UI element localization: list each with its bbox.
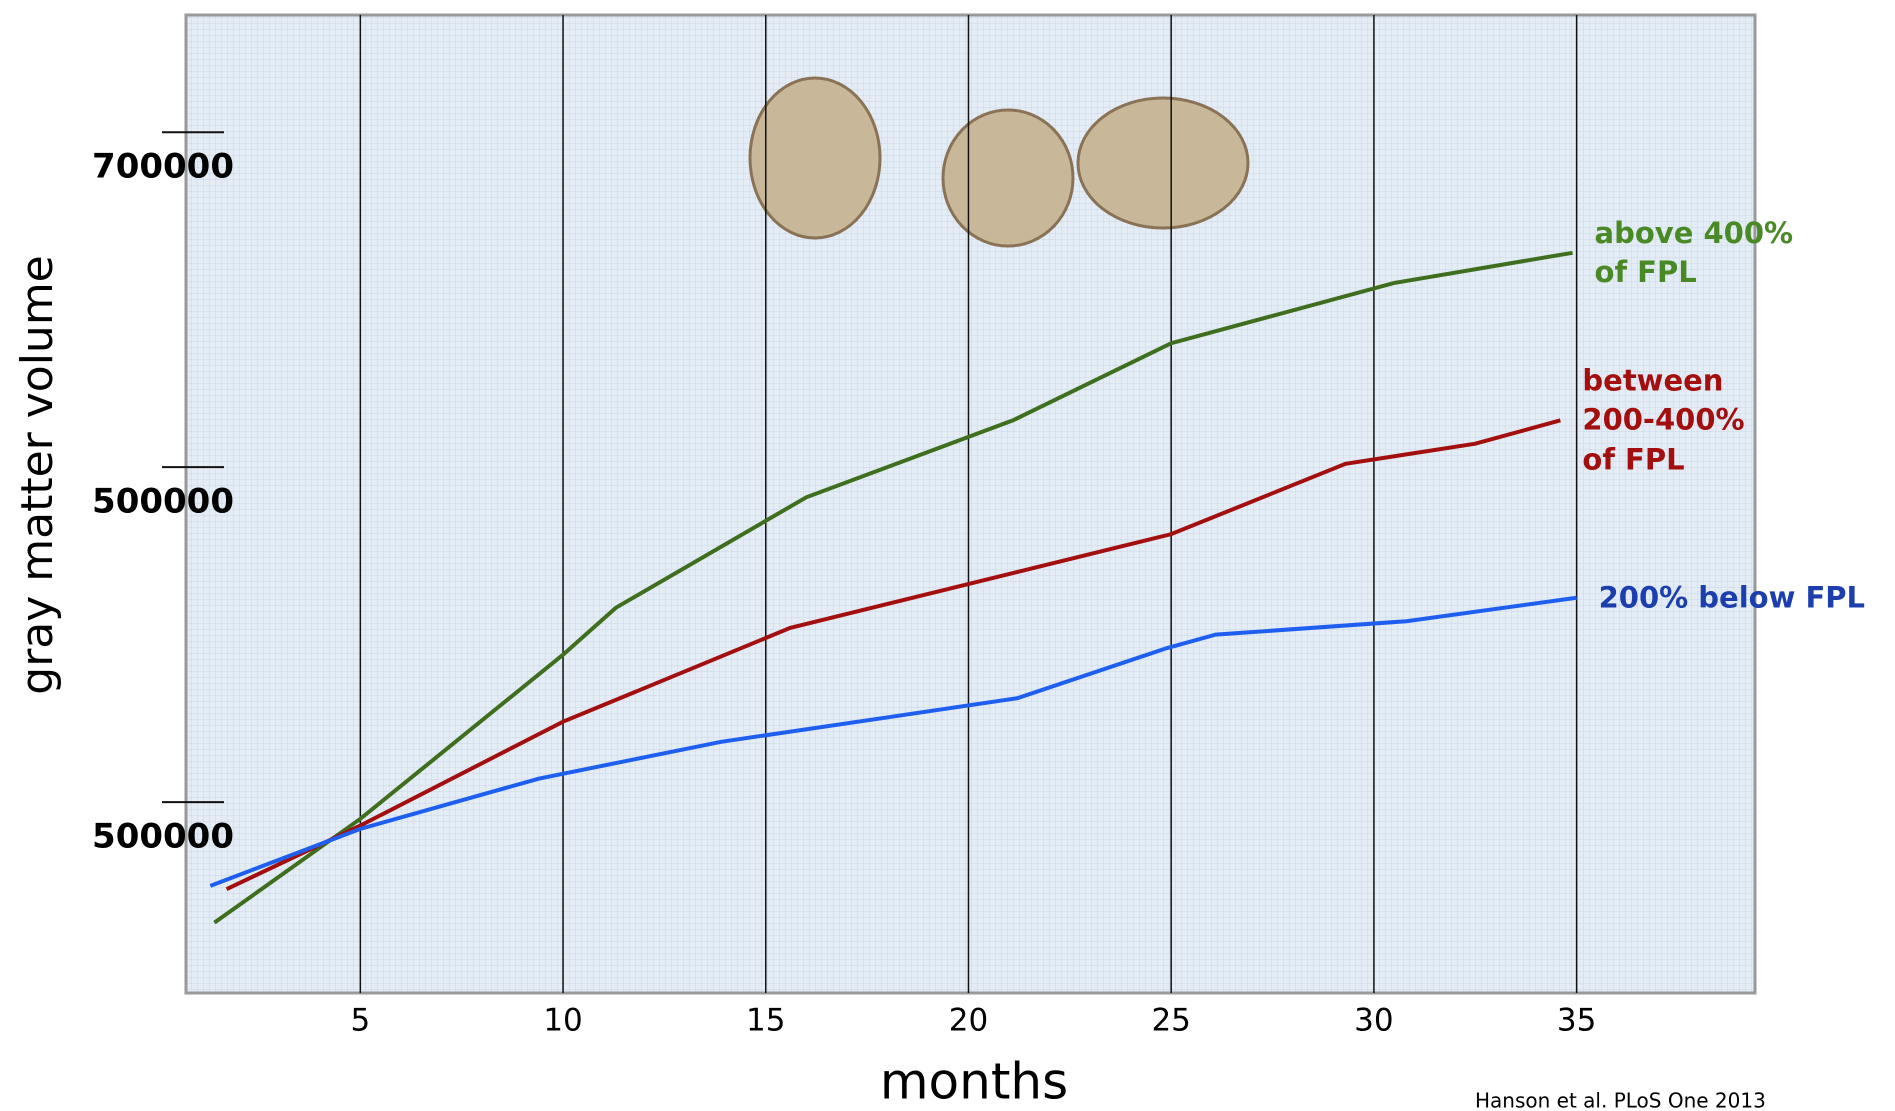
series-label: 200% below FPL xyxy=(1599,578,1865,617)
series-label: between 200-400% of FPL xyxy=(1582,362,1744,479)
x-tick-label: 35 xyxy=(1557,1003,1596,1039)
y-axis-label: gray matter volume xyxy=(12,255,63,694)
x-tick-label: 30 xyxy=(1354,1003,1393,1039)
x-axis-label: months xyxy=(880,1053,1068,1111)
page: gray matter volume months Hanson et al. … xyxy=(0,0,1895,1111)
source-note: Hanson et al. PLoS One 2013 xyxy=(1475,1089,1766,1111)
series-label: above 400% of FPL xyxy=(1595,214,1794,292)
y-tick-label: 500000 xyxy=(92,817,234,857)
x-tick-label: 10 xyxy=(543,1003,582,1039)
x-tick-label: 20 xyxy=(949,1003,988,1039)
x-tick-label: 15 xyxy=(746,1003,785,1039)
x-tick-label: 25 xyxy=(1151,1003,1190,1039)
y-tick-label: 500000 xyxy=(92,482,234,522)
chart: gray matter volume months Hanson et al. … xyxy=(0,0,1895,1111)
x-tick-label: 5 xyxy=(350,1003,370,1039)
y-tick-label: 700000 xyxy=(92,147,234,187)
